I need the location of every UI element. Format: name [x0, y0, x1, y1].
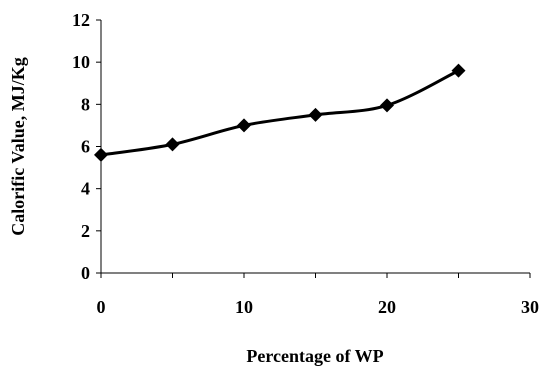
y-tick-label: 12: [72, 10, 90, 30]
y-tick-label: 4: [81, 179, 90, 199]
y-tick-label: 6: [81, 137, 90, 157]
x-ticks: 0 10 20 30: [97, 273, 539, 317]
x-tick-label: 0: [97, 297, 106, 317]
data-point-marker: [380, 98, 394, 113]
y-tick-label: 10: [72, 52, 90, 72]
data-point-marker: [237, 118, 251, 133]
data-point-marker: [94, 147, 108, 162]
x-tick-label: 30: [521, 297, 539, 317]
x-tick-label: 20: [378, 297, 396, 317]
y-tick-label: 0: [81, 263, 90, 283]
x-axis-title: Percentage of WP: [246, 346, 383, 366]
data-point-marker: [165, 137, 180, 152]
y-ticks: 0 2 4 6 8 10 12: [72, 10, 101, 283]
series-line: [100, 69, 460, 157]
series-group: [94, 63, 466, 162]
data-point-marker: [308, 107, 323, 122]
data-point-marker: [451, 63, 466, 78]
y-tick-label: 2: [81, 221, 90, 241]
y-tick-label: 8: [81, 94, 90, 114]
x-tick-label: 10: [235, 297, 253, 317]
y-axis-title: Calorific Value, MJ/Kg: [8, 57, 28, 236]
